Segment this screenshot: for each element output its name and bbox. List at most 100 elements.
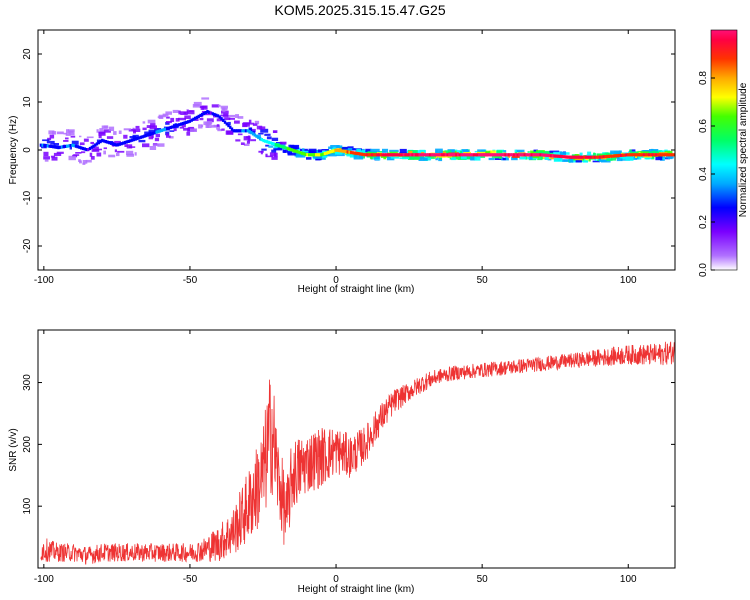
heatmap-ridge-cell [97,141,100,145]
heatmap-cell [553,157,563,162]
heatmap-ridge-cell [166,127,169,131]
heatmap-cell [211,104,220,108]
heatmap-ridge-cell [122,141,125,145]
heatmap-ridge-cell [634,153,637,157]
heatmap-ridge-cell [304,152,307,156]
heatmap-ridge-cell [90,145,93,149]
heatmap-ridge-cell [251,132,255,136]
heatmap-cell [154,137,160,142]
heatmap-ridge-cell [120,142,123,146]
heatmap-cell [79,160,82,164]
heatmap-ridge-cell [507,153,511,157]
snr-x-ticks: -100 -50 0 50 100 [34,330,637,585]
heatmap-ridge-cell [188,119,192,123]
heatmap-ridge-cell [478,153,481,157]
heatmap-ridge-cell [613,154,616,158]
heatmap-ridge-cell [611,154,614,158]
heatmap-ridge-cell [572,155,576,159]
heatmap-cell [462,149,470,152]
heatmap-cell [184,115,191,119]
heatmap-ridge-cell [353,151,356,155]
heatmap-cell [248,127,253,132]
heatmap-ridge-cell [334,148,337,152]
heatmap-ridge-cell [290,148,293,152]
heatmap-ridge-cell [341,149,344,153]
heatmap-cell [211,125,217,128]
heatmap-ridge-cell [649,153,653,157]
heatmap-cell [151,134,154,139]
heatmap-ridge-cell [169,125,172,130]
heatmap-cell [329,153,337,157]
heatmap-ridge-cell [416,153,420,157]
heatmap-ridge-cell [180,122,183,126]
heatmap-ridge-cell [206,110,209,114]
heatmap-cell [258,150,264,153]
heatmap-cell [48,130,55,135]
heatmap-ridge-cell [362,152,365,157]
heatmap-ridge-cell [269,141,272,145]
heatmap-ridge-cell [583,155,586,159]
heatmap-cell [353,155,364,160]
heatmap-ridge-cell [132,138,135,142]
heatmap-cell [399,157,410,160]
heatmap-cell [314,155,323,159]
heatmap-cell [190,128,197,132]
heatmap-ridge-cell [446,153,449,157]
heatmap-cell [173,128,177,132]
heatmap-cell [435,157,438,161]
heatmap-cell [237,116,244,119]
heatmap-cell [200,115,204,118]
heatmap-cell [99,128,104,133]
heatmap-cell [68,155,76,161]
heatmap-ridge-cell [616,154,619,158]
heatmap-cell [308,148,317,154]
heatmap-cell [600,157,608,160]
x-tick-label: 100 [620,275,637,286]
heatmap-ridge-cell [444,153,448,157]
heatmap-ridge-cell [425,153,428,157]
heatmap-cell [320,156,326,160]
heatmap-ridge-cell [602,155,605,159]
heatmap-cell [149,125,157,130]
heatmap-ridge-cell [460,153,463,157]
heatmap-cell [234,120,240,124]
heatmap-ridge-cell [379,153,383,157]
heatmap-ridge-cell [528,153,532,157]
heatmap-ridge-cell [74,144,78,148]
heatmap-cell [67,129,75,132]
heatmap-cell [414,156,421,160]
heatmap-cell [474,156,481,161]
heatmap-ridge-cell [164,127,167,131]
x-tick-label: 50 [477,574,489,585]
heatmap-ridge-cell [397,153,400,157]
heatmap-ridge-cell [99,140,102,144]
y-tick-label: 0 [22,147,33,153]
heatmap-cell [264,133,271,136]
heatmap-cell [260,128,269,133]
heatmap-ridge-cell [197,114,200,118]
heatmap-ridge-cell [579,155,583,159]
heatmap-ridge-cell [590,155,593,159]
snr-series [40,341,676,565]
heatmap-ridge-cell [237,129,241,133]
heatmap-ridge-cell [181,121,185,126]
heatmap-cell [587,151,592,156]
heatmap-cell [302,148,305,153]
heatmap-cell [635,157,639,160]
heatmap-ridge-cell [337,148,341,153]
heatmap-cell [350,153,354,157]
heatmap-cell [537,155,543,161]
heatmap-cell [147,119,156,124]
heatmap-ridge-cell [146,133,150,137]
heatmap-ridge-cell [148,132,151,136]
heatmap-ridge-cell [563,155,567,159]
heatmap-cell [477,149,486,152]
heatmap-ridge-cell [644,153,647,157]
heatmap-ridge-cell [390,153,393,157]
heatmap-ridge-cell [604,155,607,159]
x-tick-label: 100 [620,574,637,585]
heatmap-ridge-cell [330,149,334,153]
heatmap-cell [166,116,170,119]
heatmap-cell [370,148,380,153]
